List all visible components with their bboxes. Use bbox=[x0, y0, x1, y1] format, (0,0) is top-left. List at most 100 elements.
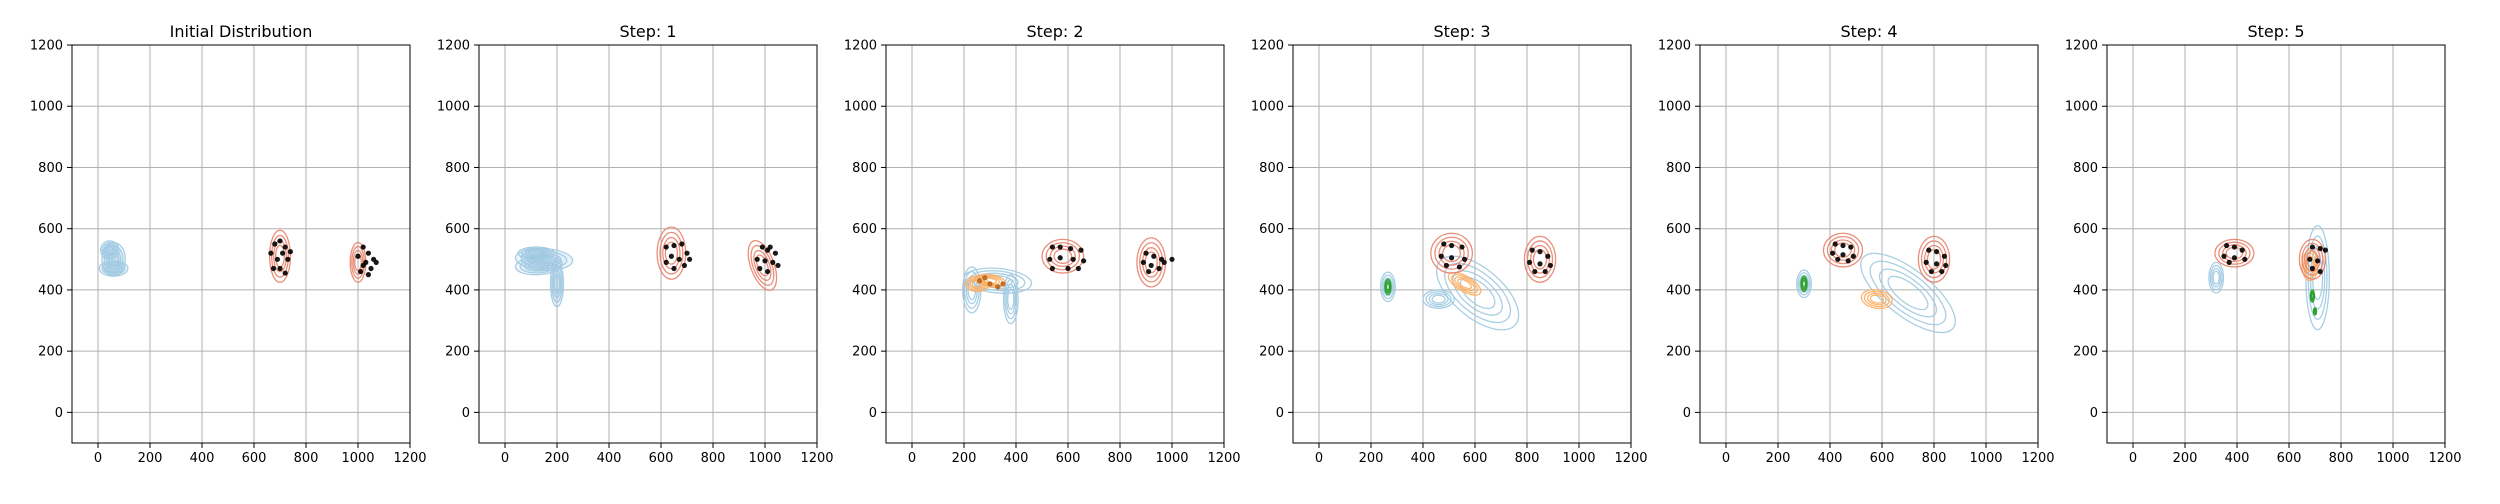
black-data-point bbox=[1449, 255, 1455, 261]
y-tick-label: 400 bbox=[1666, 283, 1691, 298]
red-contour-line bbox=[1920, 240, 1948, 279]
x-tick-label: 1200 bbox=[393, 451, 426, 466]
red-contour-line bbox=[1434, 236, 1469, 270]
black-data-point bbox=[2317, 245, 2323, 252]
y-tick-label: 800 bbox=[445, 161, 470, 176]
black-data-point bbox=[272, 241, 278, 247]
black-data-point bbox=[1140, 259, 1146, 265]
black-data-point bbox=[1537, 261, 1543, 267]
black-data-point bbox=[676, 256, 682, 262]
x-tick-label: 600 bbox=[649, 451, 674, 466]
red-contour-line bbox=[1926, 249, 1942, 270]
blue-contour-line bbox=[1797, 272, 1811, 296]
red-contour-line bbox=[1822, 232, 1864, 268]
black-data-point bbox=[684, 250, 690, 256]
black-data-point bbox=[1075, 265, 1081, 272]
x-tick-label: 600 bbox=[1056, 451, 1081, 466]
x-tick-label: 600 bbox=[242, 451, 267, 466]
red-contour-line bbox=[662, 236, 681, 270]
black-data-point bbox=[1047, 256, 1053, 262]
blue-contour-line bbox=[105, 245, 115, 255]
blue-contour-line bbox=[2208, 261, 2225, 294]
y-tick-label: 1000 bbox=[844, 100, 877, 115]
y-tick-label: 200 bbox=[38, 345, 63, 360]
axes-frame bbox=[2106, 44, 2446, 444]
black-data-point bbox=[1832, 241, 1838, 247]
y-tick-label: 1000 bbox=[30, 100, 63, 115]
y-tick-label: 1200 bbox=[30, 39, 63, 54]
x-tick-label: 0 bbox=[94, 451, 102, 466]
orange-contour-line bbox=[973, 273, 1007, 288]
black-data-point bbox=[1443, 262, 1449, 269]
y-tick-label: 200 bbox=[2073, 345, 2098, 360]
x-tick-label: 1000 bbox=[748, 451, 781, 466]
black-data-point bbox=[1449, 242, 1455, 249]
chart-panel-5: 0 200 400 600 800 1000 1200 0 200 400 600 800 1000 12… bbox=[1658, 22, 2055, 466]
red-contour-line bbox=[268, 229, 292, 283]
orange-contour-line bbox=[1869, 294, 1884, 304]
black-data-point bbox=[1926, 247, 1932, 253]
blue-contour-line bbox=[1879, 268, 1937, 318]
y-tick-label: 0 bbox=[2090, 406, 2098, 421]
x-tick-label: 1000 bbox=[1969, 451, 2002, 466]
chart-title: Initial Distribution bbox=[170, 22, 313, 41]
y-tick-label: 400 bbox=[1259, 283, 1284, 298]
black-data-point bbox=[1161, 259, 1167, 265]
x-tick-label: 800 bbox=[2329, 451, 2354, 466]
chart-panel-6: 0 200 400 600 800 1000 1200 0 200 400 600 800 1000 12… bbox=[2065, 22, 2462, 466]
black-data-point bbox=[1923, 259, 1929, 265]
blue-contour-line bbox=[2212, 270, 2220, 285]
black-data-point bbox=[679, 241, 685, 247]
y-tick-label: 800 bbox=[1259, 161, 1284, 176]
y-tick-label: 1200 bbox=[1658, 39, 1691, 54]
black-data-point bbox=[1081, 258, 1087, 264]
black-data-point bbox=[365, 272, 371, 278]
y-tick-label: 400 bbox=[38, 283, 63, 298]
red-contour-line bbox=[352, 249, 364, 275]
blue-contour-line bbox=[1381, 274, 1395, 300]
orange-contour-line bbox=[1450, 274, 1479, 294]
blue-contour-line bbox=[1002, 273, 1019, 325]
red-contour-line bbox=[1053, 248, 1073, 264]
brown-data-point bbox=[987, 281, 993, 287]
x-tick-label: 1000 bbox=[341, 451, 374, 466]
blue-contour-line bbox=[1796, 269, 1812, 299]
plot-area bbox=[514, 226, 781, 308]
black-data-point bbox=[1151, 253, 1157, 259]
black-data-point bbox=[1835, 256, 1841, 262]
black-data-point bbox=[277, 238, 283, 244]
black-data-point bbox=[2307, 256, 2313, 262]
plot-area bbox=[1379, 232, 1557, 331]
black-data-point bbox=[282, 270, 288, 276]
orange-contour-line bbox=[1454, 276, 1475, 292]
red-contour-line bbox=[1430, 232, 1474, 274]
x-tick-label: 800 bbox=[1108, 451, 1133, 466]
black-data-point bbox=[770, 259, 776, 265]
chart-panel-2: 0 200 400 600 800 1000 1200 0 200 400 600 800 1000 12… bbox=[437, 22, 834, 466]
x-tick-label: 600 bbox=[1870, 451, 1895, 466]
x-tick-label: 800 bbox=[701, 451, 726, 466]
x-tick-label: 1200 bbox=[1614, 451, 1647, 466]
black-data-point bbox=[1049, 244, 1055, 250]
chart-panel-3: 0 200 400 600 800 1000 1200 0 200 400 600 800 1000 12… bbox=[844, 22, 1241, 466]
brown-data-point bbox=[977, 278, 983, 284]
brown-data-point bbox=[982, 275, 988, 281]
black-data-point bbox=[1840, 252, 1846, 258]
blue-contour-line bbox=[963, 267, 1033, 294]
x-tick-label: 200 bbox=[1359, 451, 1384, 466]
x-tick-label: 200 bbox=[952, 451, 977, 466]
chart-panel-4: 0 200 400 600 800 1000 1200 0 200 400 600 800 1000 12… bbox=[1251, 22, 1648, 466]
x-tick-label: 200 bbox=[2173, 451, 2198, 466]
y-tick-label: 600 bbox=[1259, 222, 1284, 237]
black-data-point bbox=[2309, 265, 2315, 272]
x-tick-label: 0 bbox=[1722, 451, 1730, 466]
black-data-point bbox=[280, 250, 286, 256]
black-data-point bbox=[2226, 259, 2232, 265]
x-tick-label: 400 bbox=[1411, 451, 1436, 466]
blue-contour-line bbox=[1452, 270, 1503, 316]
black-data-point bbox=[663, 259, 669, 265]
black-data-point bbox=[1934, 249, 1940, 255]
black-data-point bbox=[1928, 268, 1934, 275]
orange-contour-line bbox=[1447, 271, 1482, 296]
x-tick-label: 1200 bbox=[2428, 451, 2461, 466]
